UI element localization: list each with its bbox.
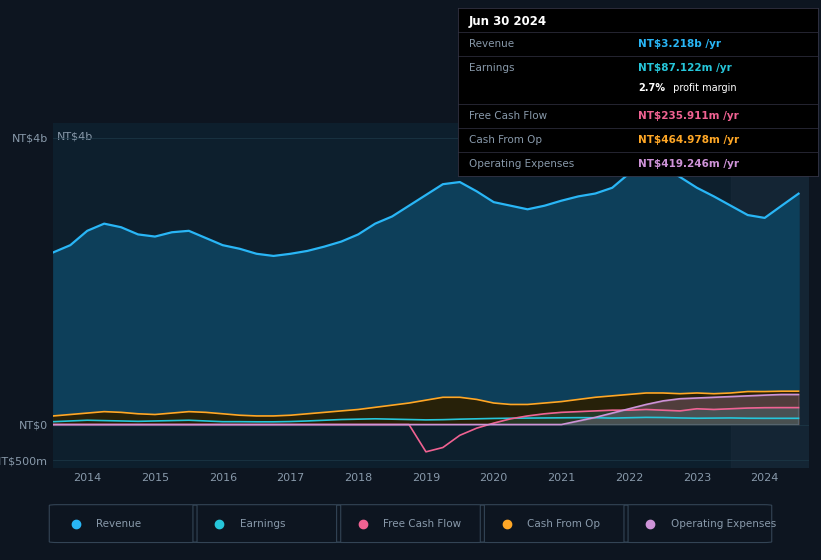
Text: Cash From Op: Cash From Op [469, 136, 542, 146]
Text: Earnings: Earnings [469, 63, 515, 73]
Text: Cash From Op: Cash From Op [527, 519, 600, 529]
Text: NT$87.122m /yr: NT$87.122m /yr [638, 63, 732, 73]
Text: NT$235.911m /yr: NT$235.911m /yr [638, 111, 739, 122]
Bar [731, 123, 809, 468]
Text: Operating Expenses: Operating Expenses [469, 160, 574, 169]
Text: 2.7%: 2.7% [638, 82, 665, 92]
Text: Earnings: Earnings [240, 519, 285, 529]
Text: Free Cash Flow: Free Cash Flow [383, 519, 461, 529]
Text: profit margin: profit margin [670, 82, 737, 92]
Text: Revenue: Revenue [96, 519, 141, 529]
Text: Operating Expenses: Operating Expenses [671, 519, 776, 529]
Text: NT$3.218b /yr: NT$3.218b /yr [638, 39, 721, 49]
Text: Revenue: Revenue [469, 39, 514, 49]
Text: Free Cash Flow: Free Cash Flow [469, 111, 547, 122]
Text: Jun 30 2024: Jun 30 2024 [469, 15, 547, 28]
Text: NT$4b: NT$4b [57, 132, 94, 142]
Text: NT$464.978m /yr: NT$464.978m /yr [638, 136, 739, 146]
Text: NT$419.246m /yr: NT$419.246m /yr [638, 160, 739, 169]
